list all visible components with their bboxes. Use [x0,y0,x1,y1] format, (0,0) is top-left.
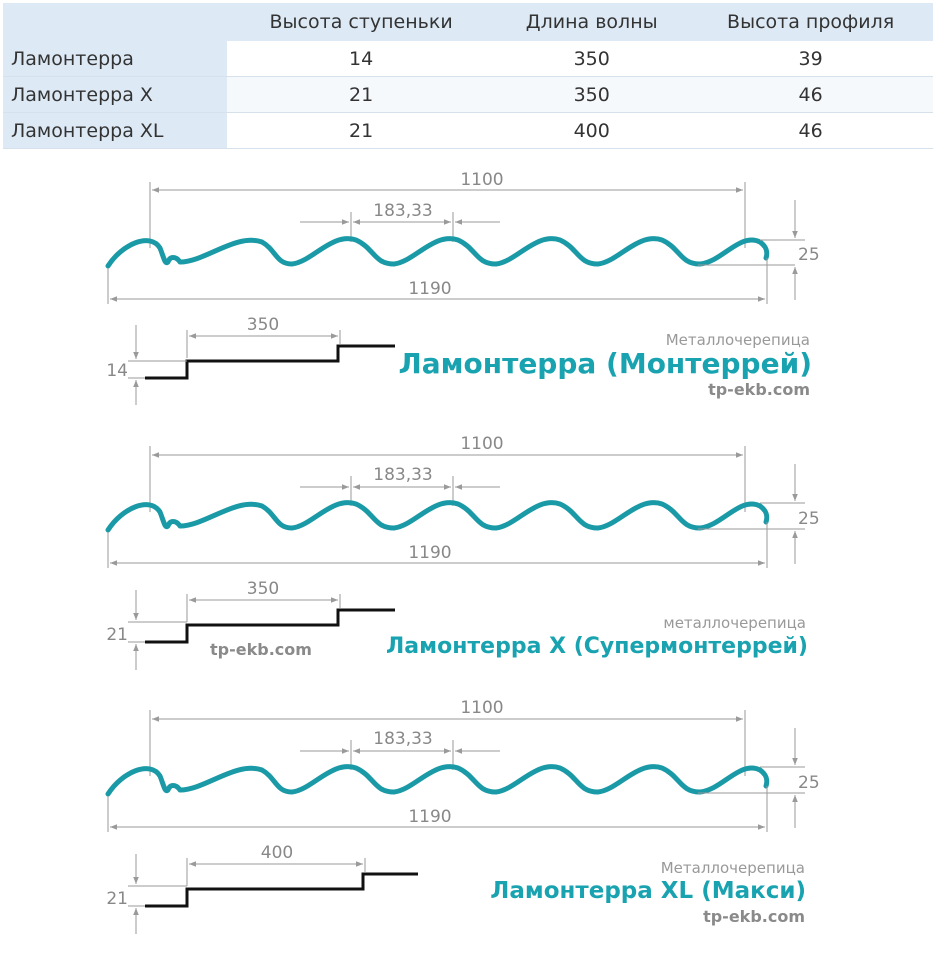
label-full-width: 1190 [408,543,451,563]
label-step-height: 14 [106,361,128,381]
cell-profile-height: 46 [688,76,933,113]
label-total-width: 1100 [460,698,503,718]
table-row: Ламонтерра X 21 350 46 [3,76,933,113]
wave-profile-block: 1100 183,33 25 1190 [105,698,820,832]
label-wave-height: 25 [798,509,820,529]
cell-wave-length: 400 [495,112,689,149]
profile-diagram-lamonterra-x: 1100 183,33 25 1190 350 [105,434,820,670]
row-name: Ламонтерра XL [3,112,227,149]
label-step-length: 400 [261,843,293,863]
label-full-width: 1190 [408,279,451,299]
wave-profile-block: 1100 183,33 25 1190 [105,434,820,568]
product-title: Ламонтерра (Монтеррей) [398,347,812,380]
step-profile-block: 350 14 [106,315,395,405]
cell-profile-height: 46 [688,112,933,149]
header-profile-height: Высота профиля [688,3,933,41]
wave-profile-line [105,764,770,797]
wave-profile-line [105,236,770,269]
header-wave-length: Длина волны [495,3,689,41]
label-step-height: 21 [106,625,128,645]
profile-diagram-lamonterra-xl: 1100 183,33 25 1190 400 [105,698,820,934]
table-row: Ламонтерра 14 350 39 [3,41,933,77]
wave-profile-line [105,500,770,533]
step-profile-line [145,608,395,644]
cell-wave-length: 350 [495,76,689,113]
row-name: Ламонтерра [3,41,227,77]
step-profile-block: 400 21 [106,843,418,934]
step-profile-line [145,344,395,380]
label-wave-height: 25 [798,773,820,793]
site-watermark: tp-ekb.com [708,380,810,399]
label-total-width: 1100 [460,170,503,190]
wave-profile-block: 1100 183,33 25 1190 [105,170,820,304]
label-wave-pitch: 183,33 [373,201,432,221]
step-profile-block: 350 21 [106,579,395,670]
header-step-height: Высота ступеньки [227,3,496,41]
product-title: Ламонтерра X (Супермонтеррей) [386,634,808,659]
cell-profile-height: 39 [688,41,933,77]
spec-table: Высота ступеньки Длина волны Высота проф… [3,3,933,149]
site-watermark: tp-ekb.com [210,640,312,659]
label-wave-pitch: 183,33 [373,465,432,485]
label-total-width: 1100 [460,434,503,454]
product-caption: металлочерепица [663,614,806,632]
cell-step-height: 21 [227,76,496,113]
label-full-width: 1190 [408,807,451,827]
label-step-height: 21 [106,889,128,909]
site-watermark: tp-ekb.com [703,907,805,926]
product-caption: Металлочерепица [661,859,805,877]
table-header-row: Высота ступеньки Длина волны Высота проф… [3,3,933,41]
cell-step-height: 14 [227,41,496,77]
label-wave-pitch: 183,33 [373,729,432,749]
step-profile-line [145,872,418,908]
row-name: Ламонтерра X [3,76,227,113]
cell-wave-length: 350 [495,41,689,77]
profile-diagram-lamonterra: 1100 183,33 25 1190 350 [105,170,820,405]
label-step-length: 350 [247,579,279,599]
product-caption: Металлочерепица [666,331,810,349]
cell-step-height: 21 [227,112,496,149]
table-row: Ламонтерра XL 21 400 46 [3,112,933,149]
label-wave-height: 25 [798,245,820,265]
table-corner-cell [3,3,227,41]
product-title: Ламонтерра XL (Макси) [490,878,806,904]
label-step-length: 350 [247,315,279,335]
